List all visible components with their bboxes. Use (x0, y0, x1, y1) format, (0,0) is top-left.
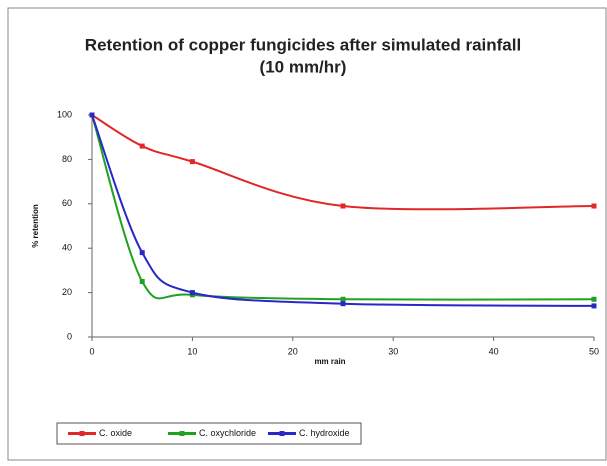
x-tick-label: 20 (288, 346, 298, 356)
y-tick-label: 100 (57, 109, 72, 119)
point (340, 203, 346, 209)
chart-title: (10 mm/hr) (260, 57, 347, 76)
x-tick-label: 50 (589, 346, 599, 356)
legend-box (56, 422, 362, 445)
legend-label: C. oxychloride (199, 428, 256, 438)
x-axis-label: mm rain (314, 357, 345, 366)
chart-title: Retention of copper fungicides after sim… (85, 35, 521, 54)
y-tick-label: 0 (67, 331, 72, 341)
point (340, 301, 346, 307)
x-tick-label: 0 (89, 346, 94, 356)
legend-marker (179, 431, 185, 436)
point (189, 290, 195, 296)
point (139, 250, 145, 256)
point (139, 143, 145, 149)
x-tick-label: 40 (489, 346, 499, 356)
x-tick-label: 10 (187, 346, 197, 356)
legend-marker (79, 431, 85, 436)
point (139, 279, 145, 284)
series-line (91, 114, 595, 307)
chart-frame (7, 7, 607, 461)
legend-label: C. hydroxide (299, 428, 350, 438)
legend-label: C. oxide (99, 428, 132, 438)
series-line (91, 114, 595, 211)
point (591, 203, 597, 209)
legend-marker (279, 431, 285, 436)
point (189, 159, 195, 165)
point (591, 296, 597, 302)
y-tick-label: 80 (62, 154, 72, 164)
y-tick-label: 20 (62, 287, 72, 297)
y-tick-label: 60 (62, 198, 72, 208)
y-tick-label: 40 (62, 243, 72, 253)
point (591, 303, 597, 309)
x-tick-label: 30 (388, 346, 398, 356)
point (89, 112, 95, 118)
point (340, 296, 346, 302)
y-axis-label: % retention (31, 204, 40, 248)
